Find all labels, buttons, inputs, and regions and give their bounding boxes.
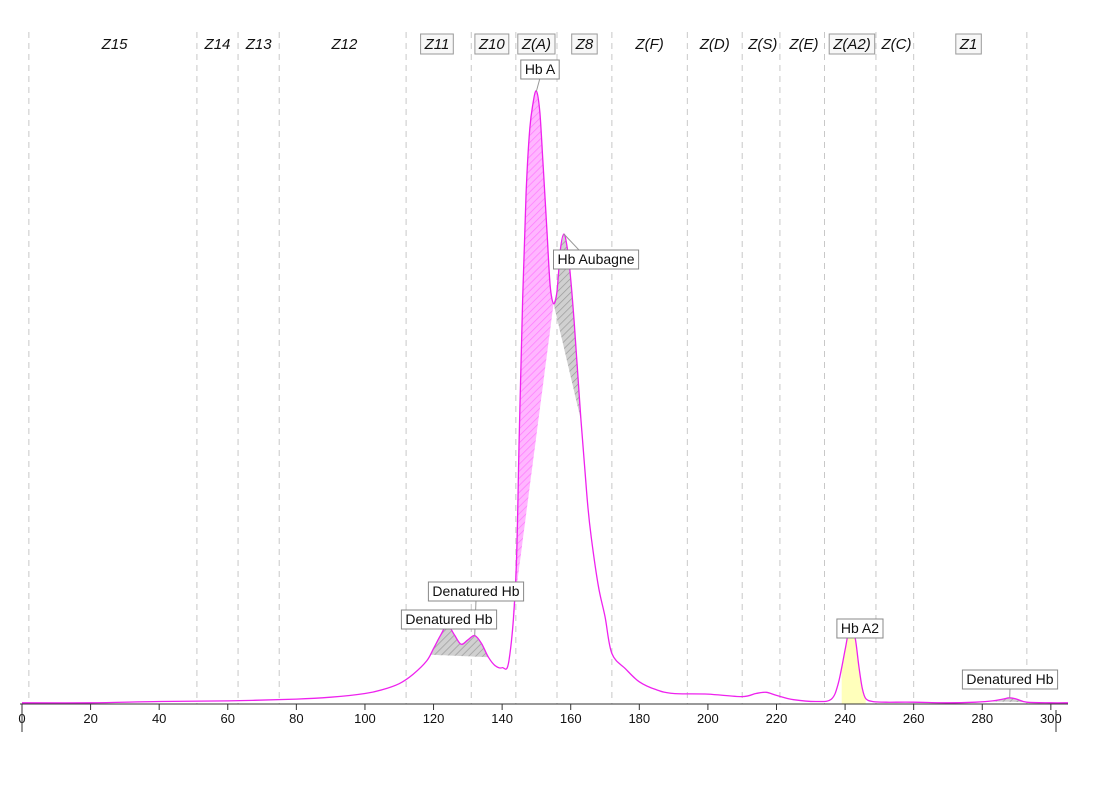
peak-annotation: Denatured Hb [400, 609, 498, 630]
zone-label: Z(F) [634, 36, 663, 53]
peak-area [985, 697, 1031, 703]
x-tick-label: 200 [697, 711, 719, 726]
peak-area [430, 625, 489, 658]
zone-label: Z15 [101, 36, 129, 53]
zone-label: Z(C) [881, 36, 912, 53]
zone-label-group: Z15 [101, 36, 129, 53]
annotation-label: Hb A2 [841, 620, 879, 636]
zone-label-box [420, 33, 454, 55]
zone-label-group: Z14 [204, 36, 231, 53]
zone-labels: Z15 Z14 Z13 Z12 Z11 Z10 Z(A) Z8 Z(F) Z(D) Z(S) Z(E)… [101, 33, 982, 55]
zone-label-box [955, 33, 982, 55]
annotation-box [400, 609, 498, 630]
x-tick-label: 160 [560, 711, 582, 726]
zone-label: Z(A) [521, 36, 551, 53]
x-tick-label: 60 [221, 711, 235, 726]
annotation-label: Denatured Hb [405, 611, 492, 627]
zone-label-group: Z(A) [517, 33, 556, 55]
zone-label-group: Z(D) [699, 36, 730, 53]
zone-label-group: Z(E) [788, 36, 818, 53]
x-tick-label: 140 [491, 711, 513, 726]
annotation-box [553, 249, 640, 270]
annotation-leader [535, 77, 541, 92]
peak-area [841, 631, 866, 704]
zone-label: Z(D) [699, 36, 730, 53]
peak-annotation: Denatured Hb [961, 669, 1059, 698]
zone-label-group: Z(S) [747, 36, 777, 53]
x-tick-label: 40 [152, 711, 166, 726]
annotation-label: Hb A [525, 61, 556, 77]
zone-label-group: Z11 [420, 33, 454, 55]
zone-label-group: Z(A2) [828, 33, 876, 55]
peak-annotation: Hb A [520, 59, 560, 92]
annotation-box [427, 581, 525, 602]
annotation-box [520, 59, 560, 80]
x-tick-label: 300 [1040, 711, 1062, 726]
peak-annotation: Hb Aubagne [553, 233, 640, 270]
x-tick-label: 220 [766, 711, 788, 726]
x-tick-label: 20 [83, 711, 97, 726]
annotation-box [836, 618, 884, 639]
zone-label: Z11 [424, 36, 450, 53]
zone-label: Z8 [575, 36, 594, 53]
zone-label: Z12 [330, 36, 358, 53]
zone-boundaries [28, 32, 1028, 704]
zone-label-group: Z(C) [881, 36, 912, 53]
zone-label-box [828, 33, 876, 55]
peak-annotation: Hb A2 [836, 618, 884, 639]
zone-label: Z(S) [747, 36, 777, 53]
zone-label-group: Z8 [571, 33, 598, 55]
x-tick-label: 280 [971, 711, 993, 726]
x-tick-label: 240 [834, 711, 856, 726]
trace-layer [21, 90, 1069, 704]
x-tick-label: 260 [903, 711, 925, 726]
annotation-label: Denatured Hb [432, 583, 519, 599]
zone-label-group: Z13 [245, 36, 273, 53]
shaded-peak-areas [430, 92, 1031, 704]
zone-label-group: Z12 [330, 36, 358, 53]
x-tick-label: 180 [628, 711, 650, 726]
zone-label: Z(A2) [832, 36, 871, 53]
x-tick-label: 120 [423, 711, 445, 726]
zone-label: Z13 [245, 36, 273, 53]
zone-label: Z1 [959, 36, 978, 53]
peak-annotation: Denatured Hb [427, 581, 525, 636]
zone-label: Z(E) [788, 36, 818, 53]
trace-line [21, 90, 1069, 704]
annotation-label: Denatured Hb [966, 671, 1053, 687]
peak-area [512, 92, 554, 620]
x-tick-label: 100 [354, 711, 376, 726]
zone-label: Z10 [478, 36, 506, 53]
zone-label-box [571, 33, 598, 55]
zone-label-group: Z1 [955, 33, 982, 55]
x-axis: 0204060801001201401601802002202402602803… [18, 703, 1068, 732]
annotation-box [961, 669, 1059, 690]
zone-label-group: Z(F) [634, 36, 663, 53]
x-tick-label: 80 [289, 711, 303, 726]
peak-annotations: Hb A Hb Aubagne Denatured Hb Denatured Hb Hb… [400, 59, 1059, 698]
zone-label-group: Z10 [474, 33, 510, 55]
zone-label-box [474, 33, 510, 55]
peak-area [553, 234, 581, 421]
zone-label-box [517, 33, 556, 55]
annotation-label: Hb Aubagne [557, 251, 634, 267]
zone-label: Z14 [204, 36, 231, 53]
